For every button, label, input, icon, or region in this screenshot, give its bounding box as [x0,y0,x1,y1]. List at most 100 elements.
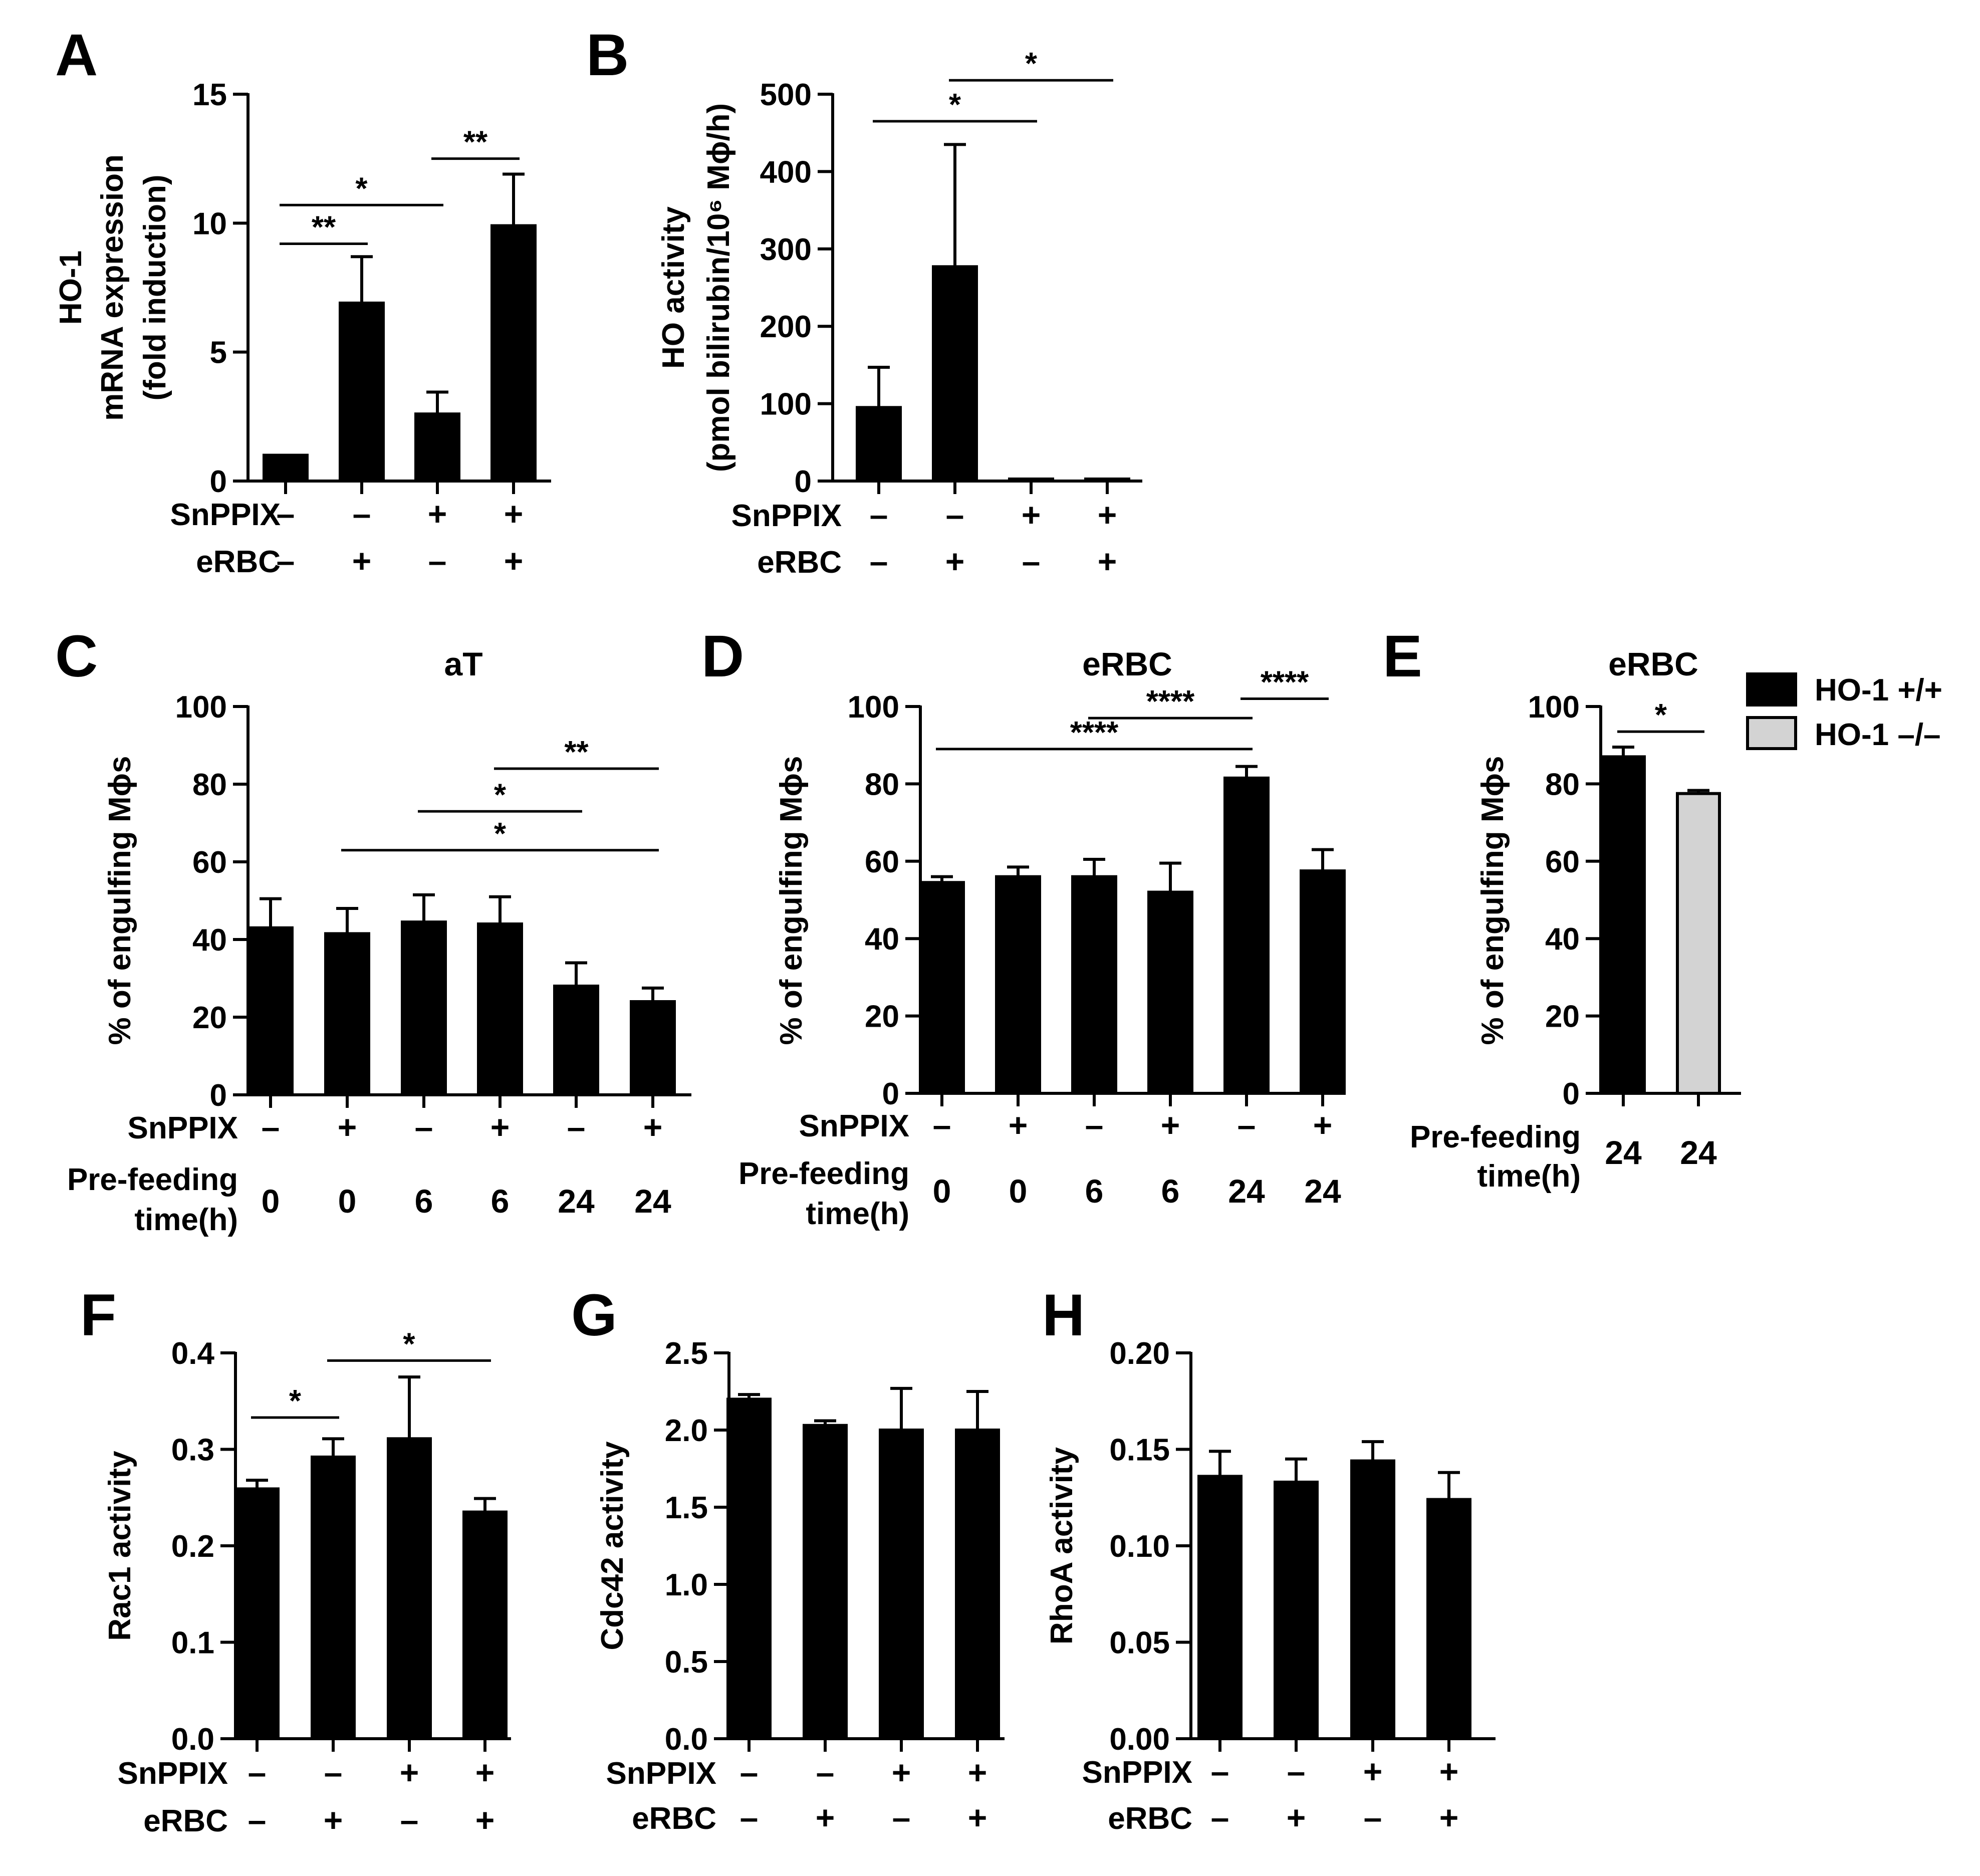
row-cell-f-0-3: + [475,1754,495,1791]
y-tick-label-e-5: 100 [1528,690,1580,725]
y-tick-label-d-4: 80 [865,767,899,802]
row-label-g-0: SnPPIX [606,1756,716,1791]
y-tick-label-h-2: 0.10 [1109,1529,1170,1564]
row-cell-f-0-2: + [400,1754,419,1791]
legend: HO-1 +/+ HO-1 –/– [1746,672,1942,752]
y-tick-label-c-2: 40 [192,923,227,958]
row-cell-f-1-3: + [475,1801,495,1838]
bar-f-1 [311,1455,356,1740]
bar-a-0 [263,453,309,483]
sig-label-b-1: * [1025,47,1038,81]
y-axis-title-a-2: (fold induction) [138,174,172,400]
row-label-e-0-1: time(h) [1477,1159,1581,1194]
row-cell-a-0-3: + [504,495,524,532]
chart-title-d: eRBC [1082,645,1172,682]
row-cell-d-1-1: 0 [1009,1172,1028,1210]
bar-b-3 [1084,478,1130,483]
row-cell-a-0-2: + [428,495,447,532]
row-cell-a-1-3: + [504,542,524,579]
panel-letter-e: E [1383,623,1422,689]
bar-c-0 [248,926,294,1096]
row-cell-g-1-2: – [892,1799,911,1836]
row-label-h-1: eRBC [1108,1801,1192,1836]
panel-b: B 0 100 200 300 400 500 HO activity (pmol biliru… [586,22,1142,580]
row-cell-a-0-0: – [277,495,295,532]
y-axis-title-b-0: HO activity [656,206,691,369]
row-cell-b-1-2: – [1022,543,1041,580]
row-cell-g-0-1: – [816,1754,835,1791]
row-cell-c-0-5: + [643,1108,663,1145]
row-cell-g-1-1: + [816,1799,835,1836]
sig-label-e-0: * [1655,698,1667,733]
y-axis-title-c-0: % of engulfing Mϕs [103,756,137,1045]
y-axis-title-h-0: RhoA activity [1045,1447,1079,1645]
y-tick-label-f-4: 0.4 [171,1336,215,1371]
sig-label-d-2: **** [1261,665,1309,700]
y-tick-label-c-3: 60 [192,845,227,880]
row-cell-d-0-2: – [1085,1106,1104,1143]
y-tick-label-f-2: 0.2 [171,1529,214,1564]
y-tick-label-a-2: 10 [192,206,227,241]
row-cell-d-0-0: – [933,1106,951,1143]
y-tick-label-c-0: 0 [210,1078,227,1113]
row-cell-a-1-2: – [428,542,447,579]
bar-f-3 [462,1510,508,1740]
legend-swatch-ho1-wt [1746,672,1797,707]
panel-h: H 0.00 0.05 0.10 0.15 0.20 RhoA activity SnPPIX… [1042,1282,1496,1836]
bar-g-2 [879,1429,924,1740]
row-cell-d-0-4: – [1238,1106,1256,1143]
row-cell-b-1-0: – [870,543,888,580]
row-cell-h-0-1: – [1287,1753,1306,1790]
bar-d-1 [995,875,1041,1095]
y-axis-title-e-0: % of engulfing Mϕs [1475,756,1510,1045]
sig-label-f-0: * [289,1384,302,1419]
y-tick-label-c-4: 80 [192,768,227,802]
row-label-c-1-1: time(h) [134,1203,238,1237]
row-cell-e-0-0: 24 [1605,1134,1642,1171]
y-axis-title-a-1: mRNA expression [95,154,130,421]
bar-g-0 [726,1397,772,1740]
row-cell-c-0-3: + [490,1108,510,1145]
bar-d-0 [919,881,965,1095]
y-tick-label-g-3: 1.5 [665,1491,708,1525]
bar-c-4 [553,985,599,1096]
bar-d-2 [1071,875,1117,1095]
row-label-d-0: SnPPIX [799,1109,909,1143]
bar-a-1 [339,301,385,483]
y-tick-label-b-3: 300 [760,232,812,267]
legend-swatch-ho1-ko [1746,716,1797,750]
bar-h-3 [1426,1498,1471,1741]
sig-label-d-0: **** [1070,716,1119,750]
sig-label-b-0: * [949,88,961,122]
row-cell-c-1-4: 24 [558,1183,595,1220]
bar-c-1 [324,932,370,1096]
y-tick-label-b-2: 200 [760,310,812,344]
y-tick-label-d-3: 60 [865,845,899,879]
row-cell-b-0-3: + [1098,496,1117,533]
sig-label-a-0: ** [312,210,336,245]
row-cell-c-0-1: + [338,1108,357,1145]
bar-a-2 [414,412,460,483]
bar-b-0 [856,406,902,483]
bar-h-0 [1197,1475,1243,1740]
row-label-d-1-0: Pre-feeding [738,1156,909,1191]
row-cell-f-1-2: – [400,1801,419,1838]
row-cell-f-1-0: – [248,1801,267,1838]
y-axis-title-a-0: HO-1 [54,251,88,325]
sig-label-a-1: * [355,171,368,206]
y-tick-label-e-2: 40 [1545,922,1580,957]
row-cell-b-1-3: + [1098,543,1117,580]
bar-c-2 [401,920,447,1096]
row-cell-c-0-4: – [567,1108,586,1145]
row-cell-g-0-2: + [892,1754,911,1791]
row-cell-d-1-2: 6 [1085,1172,1104,1210]
panel-letter-b: B [586,22,629,88]
row-cell-c-1-5: 24 [634,1183,671,1220]
panel-a: A 0 5 10 15 HO-1 mRNA expression (fold inductio… [54,22,551,579]
row-cell-b-0-2: + [1022,496,1041,533]
y-tick-label-g-2: 1.0 [665,1568,708,1602]
y-axis-title-b-1: (pmol bilirubin/10⁶ Mϕ/h) [701,103,736,472]
row-cell-d-1-5: 24 [1304,1172,1341,1210]
